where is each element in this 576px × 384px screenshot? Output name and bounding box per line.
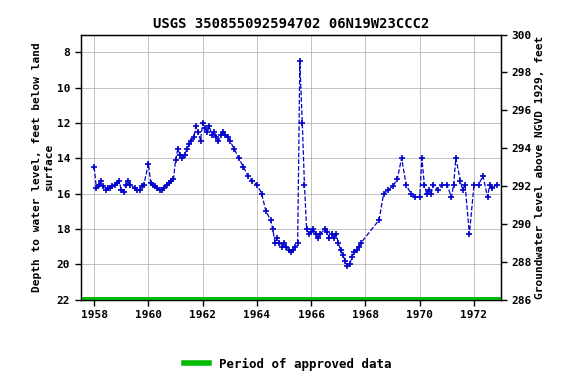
Y-axis label: Depth to water level, feet below land
surface: Depth to water level, feet below land su… [32, 42, 54, 292]
Title: USGS 350855092594702 06N19W23CCC2: USGS 350855092594702 06N19W23CCC2 [153, 17, 429, 31]
Legend: Period of approved data: Period of approved data [179, 353, 397, 376]
Y-axis label: Groundwater level above NGVD 1929, feet: Groundwater level above NGVD 1929, feet [535, 35, 544, 299]
